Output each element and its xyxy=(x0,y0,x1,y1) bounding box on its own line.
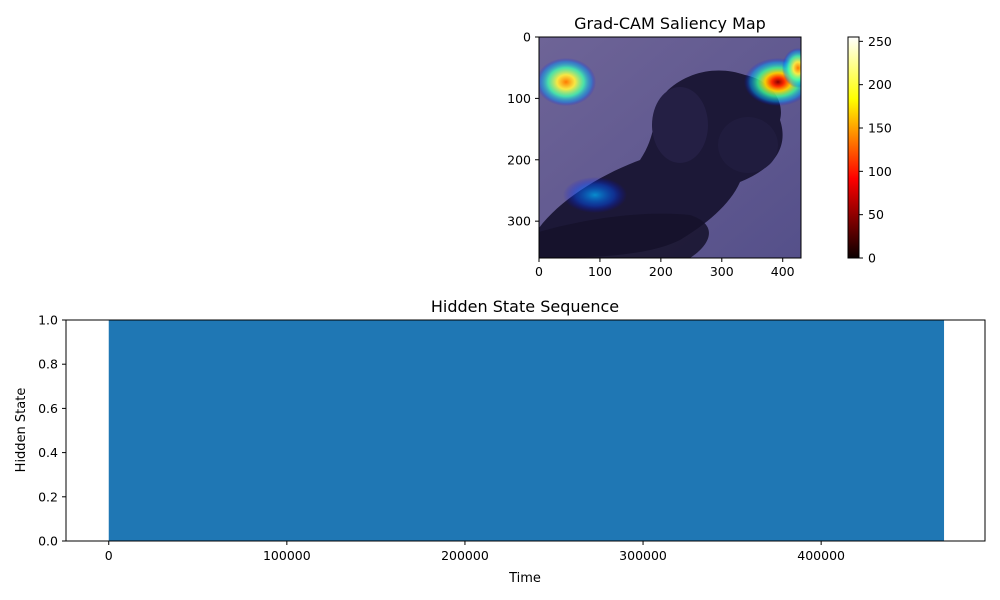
bar-chart-title: Hidden State Sequence xyxy=(431,297,619,316)
bar-plot-frame xyxy=(65,319,986,542)
heatmap-x-ticks: 0 100 200 300 400 xyxy=(535,258,795,279)
bar-x-ticks: 0 100000 200000 300000 400000 xyxy=(105,541,845,563)
bar-y-axis-label: Hidden State xyxy=(14,388,29,473)
colorbar xyxy=(847,36,860,259)
colorbar-tick-label: 0 xyxy=(868,251,876,266)
heatmap-y-tick-label: 100 xyxy=(507,91,531,106)
bar-series xyxy=(108,320,945,541)
heatmap-x-tick-label: 300 xyxy=(710,264,734,279)
bar-x-tick-label: 300000 xyxy=(619,548,667,563)
colorbar-tick-label: 50 xyxy=(868,207,884,222)
colorbar-tick-label: 100 xyxy=(868,164,892,179)
heatmap-x-tick-label: 0 xyxy=(535,264,543,279)
bar-x-tick-label: 200000 xyxy=(441,548,489,563)
heatmap-x-tick-label: 200 xyxy=(649,264,673,279)
bar-x-tick-label: 400000 xyxy=(797,548,845,563)
dog-shadow xyxy=(539,213,709,258)
colorbar-tick-label: 250 xyxy=(868,34,892,49)
heatmap-y-tick-label: 0 xyxy=(523,30,531,45)
saliency-hotspot-lower xyxy=(563,177,627,213)
dog-head xyxy=(718,117,778,173)
heatmap-frame xyxy=(538,36,802,259)
heatmap-title: Grad-CAM Saliency Map xyxy=(574,14,766,33)
heatmap-y-tick-label: 200 xyxy=(507,152,531,167)
bar-y-tick-label: 1.0 xyxy=(38,313,58,328)
saliency-image xyxy=(539,37,801,258)
bar-x-tick-label: 0 xyxy=(105,548,113,563)
saliency-hotspot-left xyxy=(539,58,596,106)
heatmap-y-ticks: 0 100 200 300 xyxy=(507,30,539,229)
bar-y-tick-label: 0.6 xyxy=(38,401,58,416)
bar-y-tick-label: 0.8 xyxy=(38,357,58,372)
colorbar-tick-label: 150 xyxy=(868,121,892,136)
colorbar-tick-label: 200 xyxy=(868,77,892,92)
heatmap-y-tick-label: 300 xyxy=(507,214,531,229)
bar-x-tick-label: 100000 xyxy=(263,548,311,563)
bar-y-ticks: 0.0 0.2 0.4 0.6 0.8 1.0 xyxy=(38,313,66,549)
heatmap-x-tick-label: 100 xyxy=(588,264,612,279)
dog-ear xyxy=(652,87,708,163)
bar-y-tick-label: 0.2 xyxy=(38,489,58,504)
bar-x-axis-label: Time xyxy=(508,571,541,586)
colorbar-ticks: 0 50 100 150 200 250 xyxy=(859,34,892,266)
saliency-hotspot-right-edge xyxy=(782,48,801,88)
bar-y-tick-label: 0.0 xyxy=(38,534,58,549)
hidden-state-bar xyxy=(108,320,945,541)
heatmap-x-tick-label: 400 xyxy=(771,264,795,279)
saliency-hotspot-right xyxy=(744,58,801,106)
bar-y-tick-label: 0.4 xyxy=(38,445,58,460)
